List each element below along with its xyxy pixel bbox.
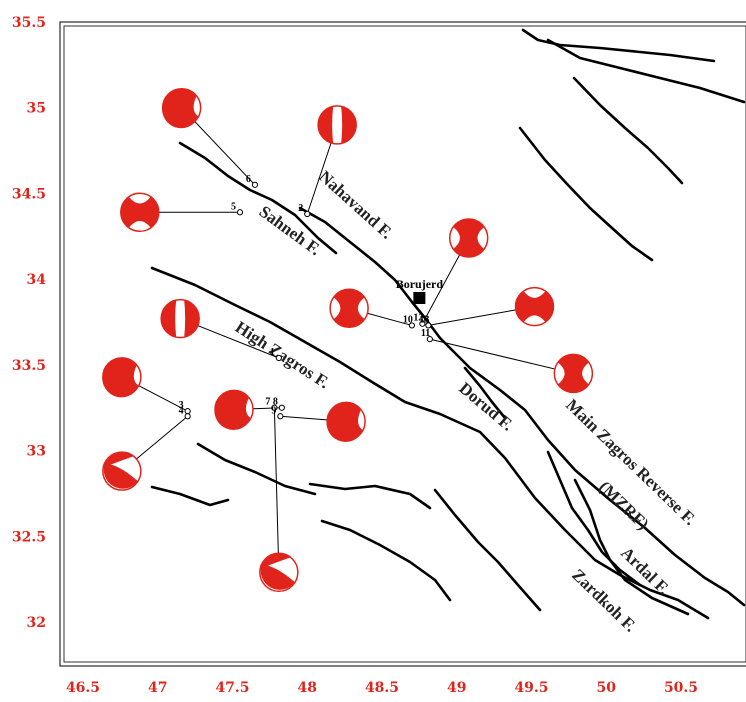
map-frame-inner [63,25,746,663]
city-square-icon [413,292,426,304]
y-tick-label: 33.5 [12,358,46,374]
x-tick-label: 50 [597,680,617,696]
y-tick-label: 32 [27,615,46,631]
station-label: 8 [273,397,278,408]
fault-line-north-4 [518,126,654,262]
focal-mechanism-beachball [102,451,142,491]
station-marker [426,336,433,343]
station-label: 10 [403,314,413,325]
city-marker: Borujerd [396,277,444,304]
station-label: 7 [265,397,270,408]
beachball-compression-quadrant [453,219,485,257]
beachball-compression-quadrant [103,452,138,489]
station-marker [277,413,284,420]
fault-line-central-4 [433,488,542,612]
focal-mechanism-beachball [120,192,160,233]
fault-line-nahavand [298,206,442,340]
station-label: 1 [270,347,275,358]
fault-line-central-1 [196,442,317,496]
y-tick-label: 34.5 [12,186,46,202]
leader-line [429,338,574,374]
x-tick-label: 50.5 [664,680,698,696]
fault-line-high-zagros [150,266,710,620]
x-tick-label: 49 [447,680,466,696]
x-tick-label: 47.5 [215,680,249,696]
city-label: Borujerd [396,277,444,291]
beachball-compression-quadrant [214,390,251,430]
y-axis: 35.5 35 34.5 34 33.5 33 32.5 32 [12,15,46,631]
y-tick-label: 34 [27,272,47,288]
y-tick-label: 35.5 [12,15,46,31]
y-tick-label: 35 [27,101,46,117]
x-tick-label: 48.5 [365,680,399,696]
beachball-compression-quadrant [260,553,295,590]
fault-line-sahneh [178,141,338,255]
station-marker [275,354,282,362]
station-marker [184,408,191,415]
fault-line-north-1 [521,28,716,63]
station-label: 5 [231,201,236,212]
station-marker [408,322,415,329]
station-label: 9 [271,405,276,416]
beachball-compression-quadrant [326,402,364,442]
fault-line-main-zagros [438,336,746,607]
station-label: 4 [179,405,184,416]
beachball-compression-quadrant [515,291,554,323]
beachball-compression-quadrant [162,88,199,129]
y-tick-label: 32.5 [12,529,46,545]
focal-mechanism-beachball [161,87,202,129]
beachball-compression-quadrant [333,289,365,328]
fault-line-dorud [463,366,507,420]
focal-mechanism-beachball [259,552,299,593]
beachball-compression-quadrant [120,196,159,228]
station-label: 2 [298,203,303,214]
focal-mechanism-beachball [214,389,254,430]
x-tick-label: 46.5 [66,680,100,696]
station-label: 13 [419,314,429,325]
fault-line-south-1 [150,485,230,507]
focal-mechanism-beachball [326,401,366,442]
station-marker [251,181,259,188]
station-marker [419,320,426,327]
beachball-compression-quadrant [557,354,589,393]
station-marker [278,404,285,411]
x-tick-label: 49.5 [514,680,548,696]
fault-line-north-3 [572,76,684,185]
focal-mechanism-beachball [329,288,369,329]
beachball-compression-quadrant [161,300,199,338]
focal-mechanism-beachball [448,218,489,258]
beachball-compression-quadrant [318,106,356,144]
x-tick-label: 48 [298,680,317,696]
y-tick-label: 33 [27,444,46,460]
station-marker [425,322,432,329]
fault-line-zardkoh [573,478,690,616]
focal-mechanism-beachball [514,286,555,327]
x-tick-label: 47 [148,680,167,696]
station-marker [184,413,191,420]
fault-lines [150,28,746,620]
focal-mechanism-beachball [160,298,200,339]
focal-mechanism-beachball [102,357,142,398]
fault-line-central-2 [308,482,432,510]
station-marker [304,210,311,218]
station-label: 12 [413,313,423,324]
station-marker [236,209,244,216]
station-marker [271,404,278,411]
fault-line-north-2 [546,38,746,104]
fault-line-central-3 [320,519,452,602]
fault-line-ardal [546,450,642,587]
station-label: 11 [421,328,430,339]
station-label: 3 [179,400,184,411]
focal-mechanisms [102,87,594,593]
focal-mechanism-beachball [317,105,357,145]
beachball-compression-quadrant [102,357,139,398]
station-label: 6 [246,174,251,185]
x-axis: 46.5 47 47.5 48 48.5 49 49.5 50 50.5 [66,680,698,696]
leader-line [273,407,280,573]
focal-mechanism-beachball [553,353,594,394]
